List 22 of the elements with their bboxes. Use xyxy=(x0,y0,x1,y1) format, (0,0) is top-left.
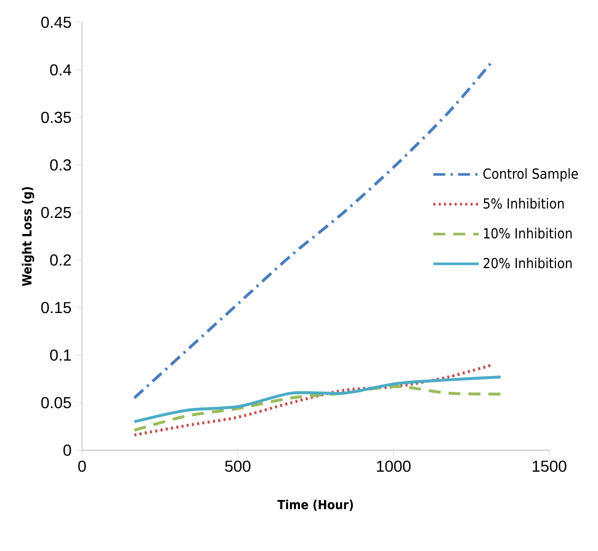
legend-label: 10% Inhibition xyxy=(484,228,572,238)
y-tick-label: 0.2 xyxy=(50,254,71,266)
line-series xyxy=(132,375,502,424)
legend-label: Control Sample xyxy=(483,168,578,182)
legend-label: 20% Inhibition xyxy=(484,258,572,268)
x-tick-label: 1000 xyxy=(376,460,411,472)
y-tick-label: 0.1 xyxy=(50,349,71,361)
y-tick-label: 0.4 xyxy=(50,64,72,76)
x-axis-title: Time (Hour) xyxy=(277,500,353,511)
y-tick-label: 0.45 xyxy=(41,16,71,28)
x-tick-label: 1500 xyxy=(532,460,566,472)
legend-label: 5% Inhibition xyxy=(484,198,564,209)
x-tick-label: 0 xyxy=(78,460,86,472)
y-tick-label: 0.3 xyxy=(50,159,71,171)
y-tick-label: 0.05 xyxy=(41,396,71,408)
y-tick-label: 0.15 xyxy=(41,302,71,314)
y-axis-title: Weight Loss (g) xyxy=(22,187,34,286)
y-tick-label: 0.25 xyxy=(41,206,71,218)
y-tick-label: 0.35 xyxy=(41,112,71,123)
y-tick-label: 0 xyxy=(63,444,72,456)
line-series xyxy=(132,384,502,432)
x-tick-label: 500 xyxy=(225,460,250,472)
